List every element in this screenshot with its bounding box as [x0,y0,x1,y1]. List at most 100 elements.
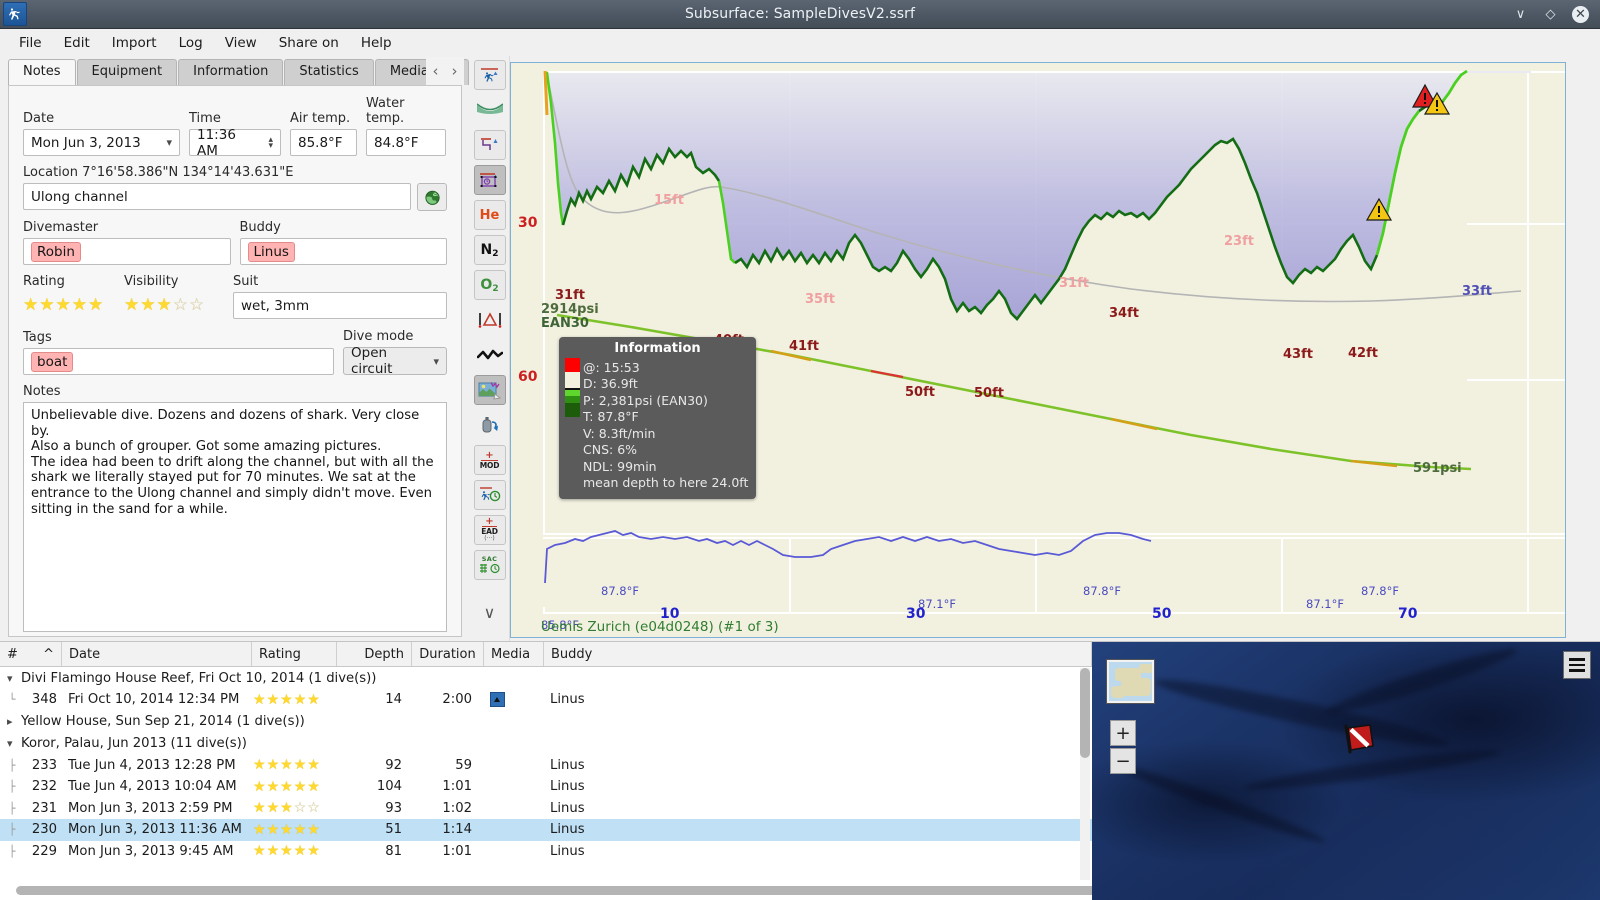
notes-textarea[interactable]: Unbelievable dive. Dozens and dozens of … [23,402,447,632]
time-label: Time [189,111,221,126]
temp-annotation: 85.8°F [541,618,579,632]
column-header-depth[interactable]: Depth [337,642,412,666]
column-header-rating[interactable]: Rating [252,642,337,666]
tab-information[interactable]: Information [178,58,284,85]
temp-annotation: 87.8°F [601,584,639,598]
date-field[interactable]: Mon Jun 3, 2013 ▾ [23,129,180,156]
minimize-icon[interactable]: ∨ [1515,6,1526,22]
map-zoom-in-button[interactable]: + [1110,720,1136,746]
time-field[interactable]: 11:36 AM ▴ ▾ [189,127,281,159]
tab-prev-icon[interactable]: ‹ [432,62,439,80]
tags-field[interactable]: boat [23,348,334,375]
table-row[interactable]: ├ 233 Tue Jun 4, 2013 12:28 PM ★ ★ ★ ★ ★ 92 … [0,755,1092,777]
sac-rate-icon[interactable]: SAC [473,550,506,580]
sort-asc-icon: ^ [43,646,54,662]
stepper-icon[interactable]: ▴ ▾ [268,134,273,151]
column-header-number[interactable]: # ^ [0,642,62,666]
menu-help[interactable]: Help [360,34,392,51]
menu-share-on[interactable]: Share on [278,34,339,51]
close-icon[interactable]: ✕ [1572,5,1589,23]
chevron-down-icon: ▾ [433,354,439,368]
divemode-label: Dive mode [343,329,414,344]
vertical-scrollbar-thumb[interactable] [1080,668,1090,758]
temp-annotation: 87.1°F [918,597,956,611]
x-tick-70: 70 [1398,606,1418,622]
dive-date: Tue Jun 4, 2013 10:04 AM [68,779,237,795]
tab-notes[interactable]: Notes [8,58,76,85]
dive-flag-marker[interactable] [1340,720,1380,760]
water-temp-field[interactable]: 84.8°F [366,129,446,156]
x-tick-10: 10 [660,606,680,622]
dive-number: 230 [31,822,57,838]
suit-field[interactable]: wet, 3mm [233,292,447,319]
trip-row[interactable]: ▾ Divi Flamingo House Reef, Fri Oct 10, … [0,667,1092,689]
dive-depth: 51 [385,822,402,838]
location-value: Ulong channel [31,188,128,205]
dive-number: 233 [31,757,57,773]
tank-bar-icon[interactable] [474,410,506,440]
table-row[interactable]: ├ 232 Tue Jun 4, 2013 10:04 AM ★ ★ ★ ★ ★ 104… [0,776,1092,798]
mod-icon[interactable]: + MOD [473,445,506,475]
nitrogen-icon[interactable]: N2 [473,235,506,265]
dc-reported-ceiling-icon[interactable] [474,95,506,125]
air-temp-field[interactable]: 85.8°F [290,129,357,156]
buddy-field[interactable]: Linus [239,238,447,265]
deco-bars-icon[interactable] [474,305,506,335]
trip-row[interactable]: ▾ Koror, Palau, Jun 2013 (11 dive(s)) [0,733,1092,755]
menu-view[interactable]: View [224,34,257,51]
tab-equipment[interactable]: Equipment [76,58,178,85]
globe-icon[interactable] [417,183,447,211]
map-zoom-out-button[interactable]: − [1110,748,1136,774]
menu-log[interactable]: Log [178,34,203,51]
visibility-stars[interactable]: ★ ★ ★ ☆ ☆ [124,295,205,315]
dive-date: Fri Oct 10, 2014 12:34 PM [68,692,240,708]
table-row[interactable]: ├ 230 Mon Jun 3, 2013 11:36 AM ★ ★ ★ ★ ★ 51 … [0,819,1092,841]
column-header-date[interactable]: Date [62,642,252,666]
dive-profile-chart[interactable]: 30 60 10 30 50 70 15ft 31ft 2914psi EAN3… [510,62,1566,638]
dive-computer-label: Uemis Zurich (e04d0248) (#1 of 3) [541,619,779,635]
hamburger-icon[interactable] [1563,651,1591,679]
column-header-duration[interactable]: Duration [412,642,484,666]
chevron-down-icon[interactable]: ▾ [7,737,13,750]
table-row[interactable]: ├ 231 Mon Jun 3, 2013 2:59 PM ★ ★ ★ ☆ ☆ 93 1… [0,798,1092,820]
heartrate-icon[interactable] [474,340,506,370]
world-minimap[interactable] [1106,659,1155,704]
menu-edit[interactable]: Edit [63,34,90,51]
helium-icon[interactable]: He [473,200,506,230]
media-icon[interactable] [490,691,505,707]
depth-annotation: 15ft [654,193,684,208]
table-row[interactable]: └ 348 Fri Oct 10, 2014 12:34 PM ★ ★ ★ ★ ★ 14… [0,689,1092,711]
end-pressure-label: 591psi [1413,461,1462,476]
buddy-token: Linus [247,241,295,262]
horizontal-scrollbar-thumb[interactable] [16,886,1276,895]
tab-statistics[interactable]: Statistics [284,58,374,85]
ndl-tts-icon[interactable] [473,480,506,510]
more-icon[interactable]: ∨ [483,602,496,622]
menu-import[interactable]: Import [111,34,157,51]
column-header-buddy[interactable]: Buddy [544,642,1092,666]
menu-file[interactable]: File [19,34,42,51]
table-row[interactable]: ├ 229 Mon Jun 3, 2013 9:45 AM ★ ★ ★ ★ ★ 81 1… [0,841,1092,863]
tooltip-time: @: 15:53 [583,359,640,375]
tissue-graph-icon[interactable] [473,165,506,195]
divemaster-field[interactable]: Robin [23,238,231,265]
ead-icon[interactable]: + EAD (···) [473,515,506,545]
map-pane[interactable]: + − [1092,641,1600,900]
scale-profile-icon[interactable] [473,60,506,90]
location-field[interactable]: Ulong channel [23,183,411,210]
dive-date: Mon Jun 3, 2013 2:59 PM [68,800,233,816]
trip-row[interactable]: ▸ Yellow House, Sun Sep 21, 2014 (1 dive… [0,711,1092,733]
maximize-icon[interactable]: ◇ [1545,6,1556,22]
photos-icon[interactable] [473,375,506,405]
rating-stars[interactable]: ★ ★ ★ ★ ★ [23,295,104,315]
vertical-scrollbar-track[interactable] [1080,668,1090,880]
tooltip-cns: CNS: 6% [583,442,638,457]
tab-next-icon[interactable]: › [451,62,458,80]
divemode-select[interactable]: Open circuit ▾ [343,345,447,377]
calculated-ceiling-icon[interactable] [473,130,506,160]
chevron-down-icon[interactable]: ▾ [7,671,13,685]
chevron-right-icon[interactable]: ▸ [7,715,13,728]
column-header-media[interactable]: Media [484,642,544,666]
oxygen-icon[interactable]: O2 [473,270,506,300]
dive-details-pane: Notes Equipment Information Statistics M… [0,56,470,641]
